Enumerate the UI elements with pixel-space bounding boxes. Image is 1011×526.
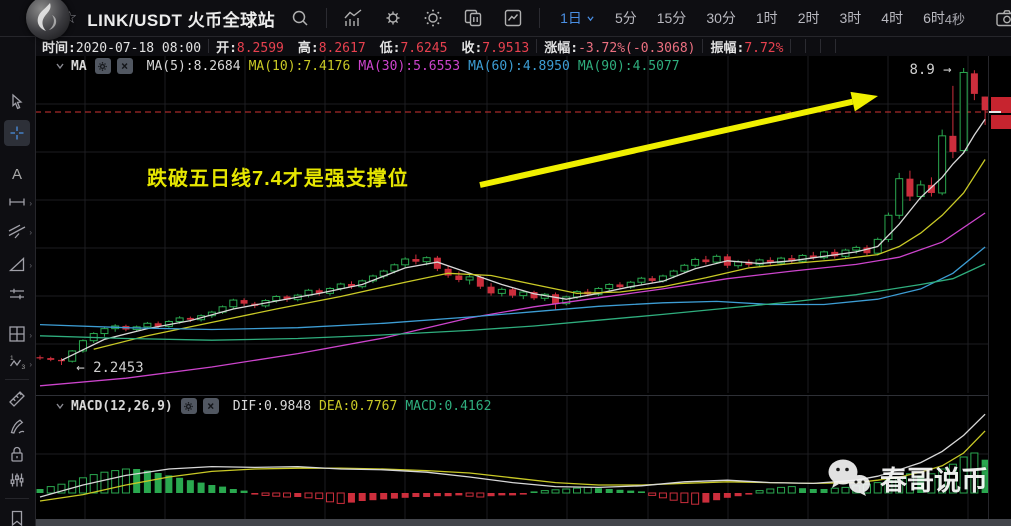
watermark-text: 春哥说币 — [880, 465, 988, 496]
submenu-arrow-icon[interactable]: › — [29, 261, 32, 270]
drawing-toolbar: A › › › › 1 3 › — [0, 36, 36, 526]
settings-gear-icon[interactable] — [382, 7, 404, 29]
price-label-last — [991, 115, 1011, 129]
trend-lines-icon[interactable]: › — [7, 221, 32, 241]
svg-text:A: A — [12, 166, 22, 183]
macd-close-icon[interactable]: × — [202, 398, 219, 414]
info-item: 低:7.6245 — [379, 40, 448, 56]
indicator-value: DEA:0.7767 — [319, 398, 398, 414]
price-axis[interactable] — [988, 36, 1011, 519]
svg-text:3: 3 — [22, 364, 26, 371]
indicator-value: MACD:0.4162 — [405, 398, 492, 414]
crosshair-icon[interactable] — [4, 120, 30, 146]
collapse-chevron-icon[interactable] — [55, 402, 65, 410]
chevron-down-icon — [587, 15, 594, 21]
svg-text:← 2.2453: ← 2.2453 — [76, 360, 143, 376]
submenu-arrow-icon[interactable]: › — [29, 331, 32, 340]
indicator-value: MA(10):7.4176 — [248, 58, 351, 74]
divider — [702, 39, 704, 53]
timeframe-tab-1时[interactable]: 1时 — [755, 10, 778, 26]
search-icon[interactable] — [289, 7, 311, 29]
divider — [208, 39, 210, 53]
triangle-shape-icon[interactable]: › — [7, 254, 32, 274]
price-label-open — [991, 97, 1011, 113]
indicator-value: MA(90):4.5077 — [577, 58, 680, 74]
camera-icon[interactable] — [995, 7, 1011, 29]
sliders-icon[interactable] — [7, 470, 27, 490]
lock-icon[interactable] — [7, 444, 27, 464]
timeframe-tab-3时[interactable]: 3时 — [839, 10, 862, 26]
submenu-arrow-icon[interactable]: › — [29, 199, 32, 208]
info-item: 振幅:7.72% — [710, 40, 784, 56]
svg-text:8.9 →: 8.9 → — [909, 62, 951, 78]
svg-text:1: 1 — [10, 355, 14, 362]
indicator-value: MA(30):5.6553 — [358, 58, 461, 74]
brush-pen-icon[interactable] — [7, 416, 27, 436]
info-item: 开:8.2599 — [216, 40, 284, 56]
pointer-cursor-icon[interactable] — [7, 92, 27, 112]
divider — [790, 39, 792, 53]
divider — [805, 39, 807, 53]
macd-chart[interactable] — [35, 395, 988, 520]
timeframe-tab-6时[interactable]: 6时 — [923, 10, 945, 26]
compare-panels-icon[interactable] — [462, 7, 484, 29]
top-bar: ☆ LINK/USDT 火币全球站 — [0, 0, 1011, 40]
parallel-channel-icon[interactable] — [7, 284, 27, 304]
line-segment-icon[interactable]: › — [7, 192, 32, 212]
ruler-icon[interactable] — [7, 388, 27, 408]
text-tool-icon[interactable]: A — [7, 164, 27, 184]
timeframe-tab-15分[interactable]: 15分 — [656, 10, 687, 26]
chart-annotation-text: 跌破五日线7.4才是强支撑位 — [147, 168, 409, 190]
ma-settings-gear-icon[interactable] — [94, 58, 111, 74]
ohlc-info-bar: 时间:2020-07-18 08:00 开:8.2599 高:8.2617 低:7.6… — [35, 36, 1011, 56]
divider — [536, 39, 538, 53]
timeframe-tab-5分[interactable]: 5分 — [614, 10, 637, 26]
huobi-logo — [26, 0, 70, 40]
macd-label: MACD(12,26,9) — [71, 398, 173, 414]
divider — [5, 379, 29, 380]
submenu-arrow-icon[interactable]: › — [29, 228, 32, 237]
refresh-interval: 4秒 — [944, 12, 965, 27]
fib-grid-icon[interactable]: › — [7, 324, 32, 344]
last-price-tick — [989, 111, 1001, 113]
info-item: 涨幅:-3.72%(-0.3068) — [544, 40, 696, 56]
macd-values: DIF:0.9848 DEA:0.7767 MACD:0.4162 — [225, 399, 492, 414]
macd-settings-gear-icon[interactable] — [180, 398, 197, 414]
ma-indicator-row: MA × MA(5):8.2684 MA(10):7.4176 MA(30):5.6… — [55, 58, 680, 74]
macd-indicator-row: MACD(12,26,9) × DIF:0.9848 DEA:0.7767 MACD… — [55, 398, 491, 414]
indicator-chart-icon[interactable] — [342, 7, 364, 29]
timeframe-tab-1日[interactable]: 1日 — [560, 8, 595, 28]
indicator-value: DIF:0.9848 — [232, 398, 312, 414]
divider — [539, 8, 541, 28]
ma-values: MA(5):8.2684 MA(10):7.4176 MA(30):5.6553 MA… — [139, 59, 680, 74]
timeframe-tab-4时[interactable]: 4时 — [881, 10, 904, 26]
chart-scrollbar[interactable] — [35, 519, 1011, 526]
timeframe-tab-30分[interactable]: 30分 — [706, 10, 736, 26]
timeframe-tabs: 1日 5分 15分 30分 1时 2时 3时 4时 6时 — [550, 8, 955, 28]
divider — [835, 39, 837, 53]
ma-close-icon[interactable]: × — [116, 58, 133, 74]
ma-label: MA — [71, 58, 87, 74]
candlestick-chart[interactable]: 8.9 → ← 2.2453 — [35, 55, 988, 393]
wechat-icon — [828, 459, 870, 496]
collapse-chevron-icon[interactable] — [55, 62, 65, 70]
watermark: 春哥说币 — [826, 458, 988, 498]
bookmark-icon[interactable] — [7, 508, 27, 526]
divider — [5, 498, 29, 499]
indicator-value: MA(60):4.8950 — [468, 58, 570, 74]
elliott-wave-icon[interactable]: 1 3 › — [7, 353, 32, 373]
popout-chart-icon[interactable] — [502, 7, 524, 29]
info-item: 时间:2020-07-18 08:00 — [42, 40, 202, 56]
submenu-arrow-icon[interactable]: › — [29, 360, 32, 369]
divider — [820, 39, 822, 53]
symbol-title: LINK/USDT 火币全球站 — [87, 10, 276, 30]
indicator-value: MA(5):8.2684 — [146, 58, 241, 74]
divider — [326, 8, 328, 28]
info-item: 高:8.2617 — [297, 40, 366, 56]
brightness-icon[interactable] — [422, 7, 444, 29]
timeframe-tab-2时[interactable]: 2时 — [797, 10, 820, 26]
info-item: 收:7.9513 — [461, 40, 530, 56]
